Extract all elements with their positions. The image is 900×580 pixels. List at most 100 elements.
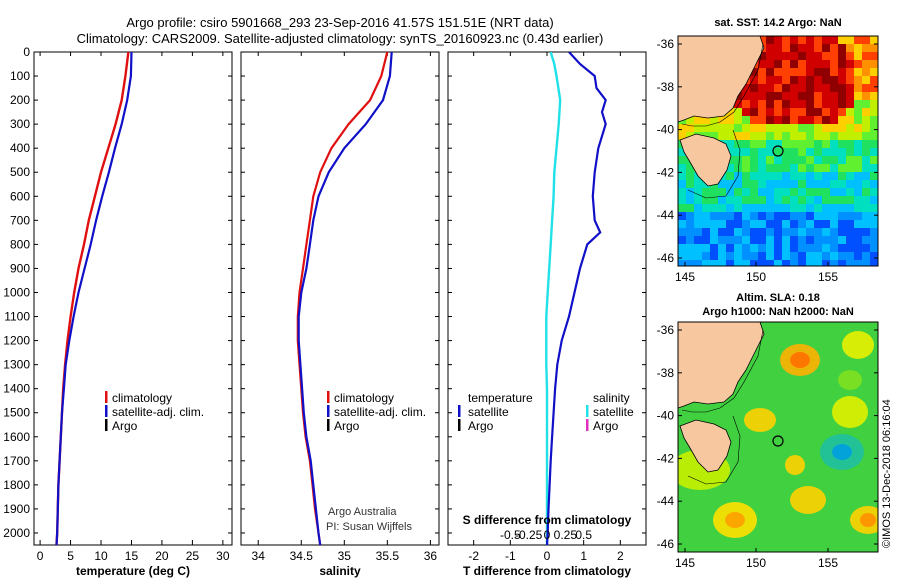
sst-cell (790, 204, 799, 213)
sst-cell (774, 76, 783, 85)
sst-cell (862, 140, 871, 149)
title-line-1: Argo profile: csiro 5901668_293 23-Sep-2… (126, 15, 553, 30)
sst-cell (750, 76, 759, 85)
sst-cell (806, 172, 815, 181)
sst-cell (798, 36, 807, 45)
sst-cell (790, 116, 799, 125)
sst-cell (798, 108, 807, 117)
sst-cell (734, 164, 743, 173)
sst-cell (750, 204, 759, 213)
sst-cell (822, 116, 831, 125)
sst-cell (726, 228, 735, 237)
sst-cell (846, 60, 855, 69)
sst-cell (822, 108, 831, 117)
x-tick-label: 10 (94, 549, 108, 563)
sst-cell (694, 220, 703, 229)
sst-cell (734, 212, 743, 221)
map-lat-label: -44 (657, 494, 675, 508)
sst-cell (806, 124, 815, 133)
depth-tick-label: 1300 (3, 358, 30, 372)
sst-cell (774, 68, 783, 77)
sst-cell (750, 220, 759, 229)
sst-cell (806, 188, 815, 197)
map-lat-label: -38 (657, 366, 675, 380)
sst-cell (702, 196, 711, 205)
s-difference-label: S difference from climatology (463, 513, 632, 527)
sst-cell (822, 196, 831, 205)
sst-cell (862, 100, 871, 109)
sst-cell (726, 124, 735, 133)
sst-cell (846, 76, 855, 85)
sst-cell (750, 188, 759, 197)
sst-cell (702, 116, 711, 125)
sst-cell (870, 220, 878, 229)
sla-anomaly (790, 486, 826, 514)
depth-tick-label: 500 (10, 165, 30, 179)
sst-cell (766, 180, 775, 189)
sst-cell (734, 260, 743, 266)
sst-cell (710, 236, 719, 245)
sst-cell (854, 68, 863, 77)
sst-cell (870, 260, 878, 266)
sst-cell (726, 140, 735, 149)
sst-cell (862, 76, 871, 85)
sst-cell (734, 132, 743, 141)
sst-cell (830, 100, 839, 109)
sst-cell (838, 172, 847, 181)
s-tick-label: -0.5 (500, 528, 521, 542)
sst-cell (838, 124, 847, 133)
sst-cell (790, 100, 799, 109)
sst-cell (742, 108, 751, 117)
sst-cell (758, 196, 767, 205)
sst-cell (686, 196, 695, 205)
sst-cell (822, 132, 831, 141)
sst-cell (694, 236, 703, 245)
legend-satellite-label: satellite-adj. clim. (334, 405, 426, 419)
sst-cell (726, 164, 735, 173)
sst-cell (774, 204, 783, 213)
sst-cell (766, 100, 775, 109)
sst-cell (742, 244, 751, 253)
sst-cell (718, 124, 727, 133)
sst-cell (766, 228, 775, 237)
sla-map-title-2: Argo h1000: NaN h2000: NaN (702, 306, 854, 318)
x-tick-label: 34.5 (290, 549, 314, 563)
sst-cell (814, 164, 823, 173)
sst-cell (870, 140, 878, 149)
sst-cell (870, 188, 878, 197)
sla-anomaly (860, 513, 876, 527)
sst-cell (862, 244, 871, 253)
sst-cell (774, 116, 783, 125)
sst-cell (678, 180, 687, 189)
sst-cell (798, 92, 807, 101)
sst-cell (734, 244, 743, 253)
map-lat-label: -38 (657, 80, 675, 94)
sst-cell (790, 260, 799, 266)
sst-cell (742, 188, 751, 197)
sst-cell (798, 60, 807, 69)
sst-cell (718, 220, 727, 229)
tasmania-landmass (679, 419, 732, 473)
sst-cell (742, 92, 751, 101)
sst-cell (814, 196, 823, 205)
sst-cell (798, 180, 807, 189)
sst-cell (854, 148, 863, 157)
map-lon-label: 145 (675, 270, 695, 284)
salinity-xlabel: salinity (319, 564, 361, 578)
sst-cell (710, 228, 719, 237)
sst-cell (870, 76, 878, 85)
sst-cell (718, 196, 727, 205)
sst-cell (830, 236, 839, 245)
sst-cell (702, 260, 711, 266)
sst-cell (814, 132, 823, 141)
sst-cell (854, 244, 863, 253)
sst-cell (854, 36, 863, 45)
sst-cell (814, 212, 823, 221)
sst-cell (686, 124, 695, 133)
sst-cell (798, 252, 807, 261)
sst-cell (846, 44, 855, 53)
sst-cell (758, 260, 767, 266)
sst-cell (806, 212, 815, 221)
sst-cell (870, 156, 878, 165)
sst-cell (870, 204, 878, 213)
